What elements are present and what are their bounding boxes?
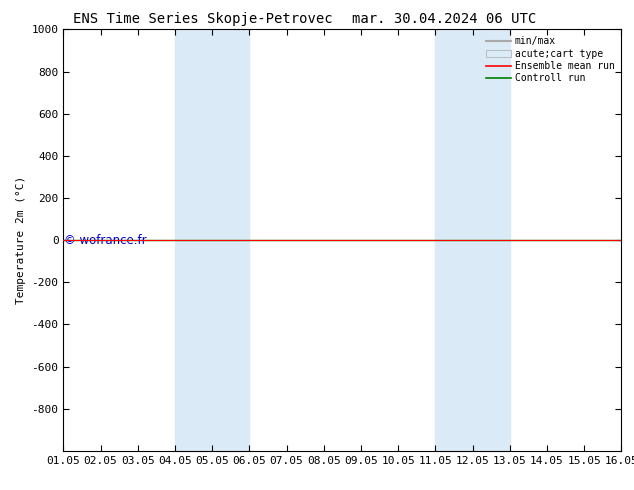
Text: mar. 30.04.2024 06 UTC: mar. 30.04.2024 06 UTC bbox=[352, 12, 536, 26]
Text: © wofrance.fr: © wofrance.fr bbox=[64, 234, 146, 247]
Legend: min/max, acute;cart type, Ensemble mean run, Controll run: min/max, acute;cart type, Ensemble mean … bbox=[484, 34, 616, 85]
Bar bbox=[175, 29, 249, 451]
Text: ENS Time Series Skopje-Petrovec: ENS Time Series Skopje-Petrovec bbox=[73, 12, 333, 26]
Bar bbox=[436, 29, 510, 451]
Y-axis label: Temperature 2m (°C): Temperature 2m (°C) bbox=[16, 176, 26, 304]
